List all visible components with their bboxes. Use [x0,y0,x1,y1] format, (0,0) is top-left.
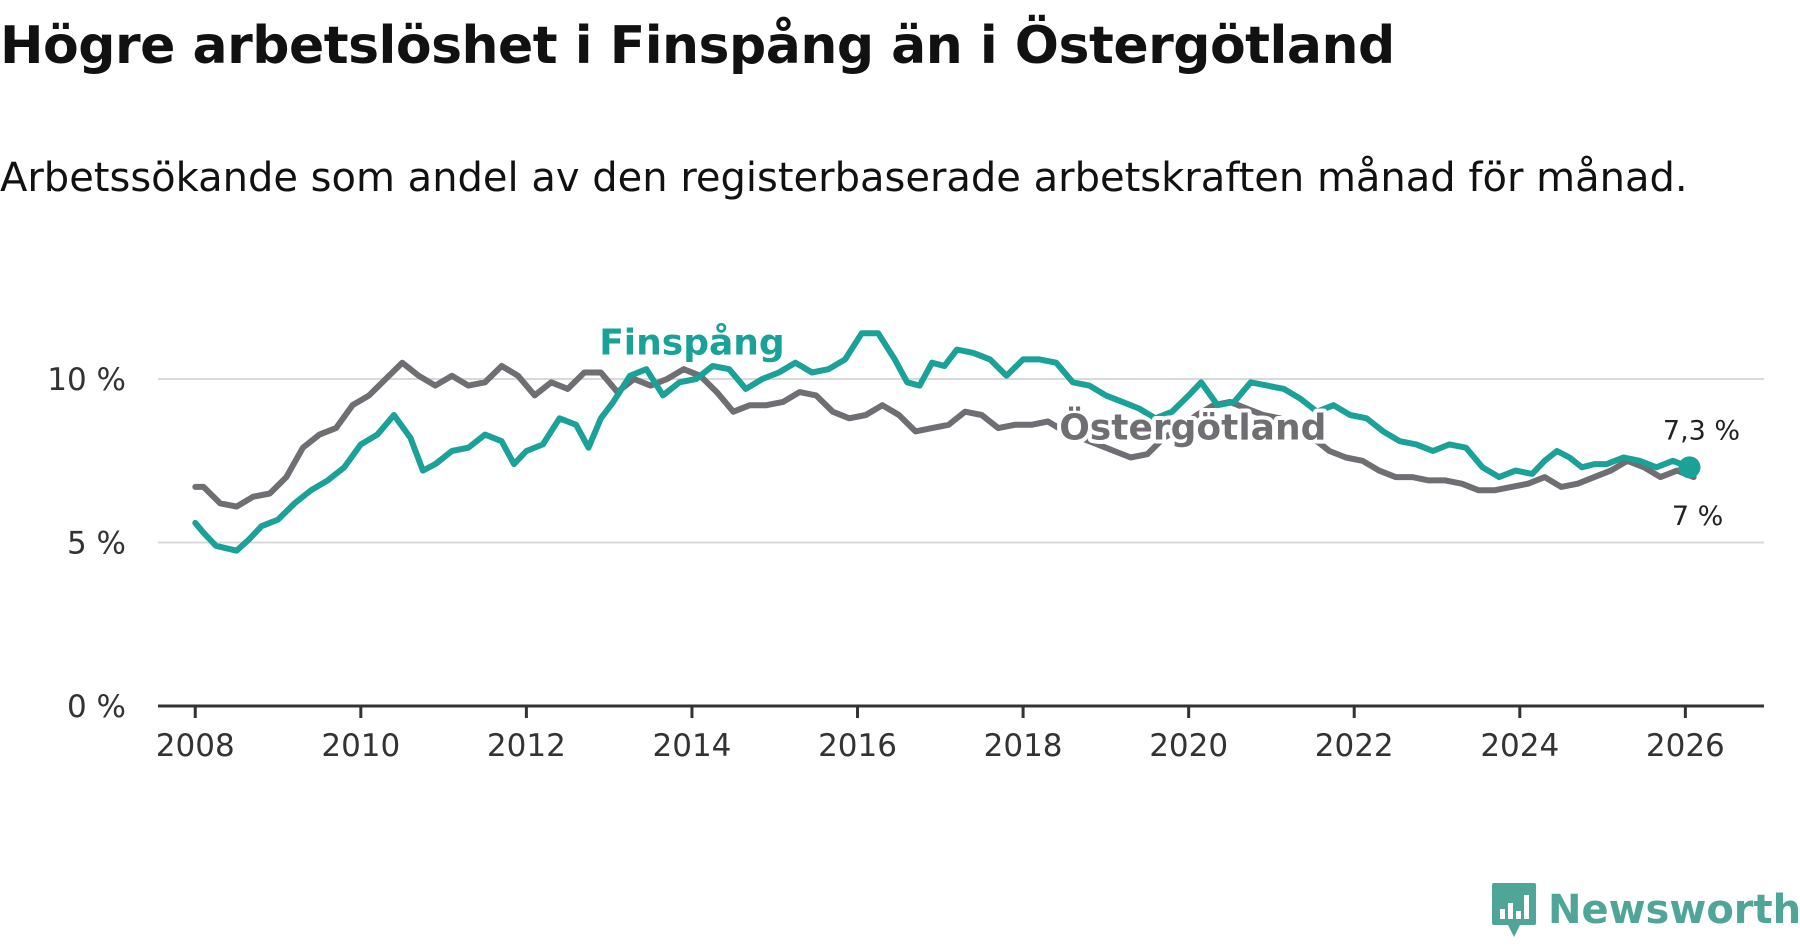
x-tick-label: 2022 [1315,728,1394,764]
x-tick-label: 2020 [1149,728,1228,764]
grid-lines [158,378,1764,544]
finspang-line [192,330,1693,554]
newsworthy-logo-icon [1492,883,1536,937]
x-tick-label: 2026 [1646,728,1725,764]
x-tick-label: 2018 [984,728,1063,764]
x-tick-label: 2010 [321,728,400,764]
ostergotland-line [192,359,1697,510]
x-tick-label: 2016 [818,728,897,764]
finspang-series-label: Finspång [599,323,784,364]
newsworthy-logo: Newsworthy [1490,880,1800,940]
y-axis-labels: 0 % 5 % 10 % [47,362,126,725]
brand-name: Newsworthy [1548,887,1800,933]
x-tick-label: 2024 [1480,728,1559,764]
chart-title: Högre arbetslöshet i Finspång än i Öster… [0,16,1395,76]
finspang-end-marker [1678,456,1701,479]
chart-subtitle: Arbetssökande som andel av den registerb… [0,155,1688,201]
finspang-end-value: 7,3 % [1663,415,1740,446]
x-axis: 2008 2010 2012 2014 2016 2018 2020 2022 2024 2026 [156,704,1764,764]
y-tick-label: 5 % [67,526,126,562]
ostergotland-end-value: 7 % [1672,501,1723,532]
x-tick-label: 2008 [156,728,235,764]
y-tick-label: 10 % [47,362,126,398]
ostergotland-series-label: Östergötland [1059,407,1326,449]
x-tick-label: 2012 [487,728,566,764]
series-lines [192,330,1701,554]
x-tick-label: 2014 [653,728,732,764]
series-labels: Finspång Östergötland 7,3 % 7 % [595,319,1743,536]
y-tick-label: 0 % [67,689,126,725]
